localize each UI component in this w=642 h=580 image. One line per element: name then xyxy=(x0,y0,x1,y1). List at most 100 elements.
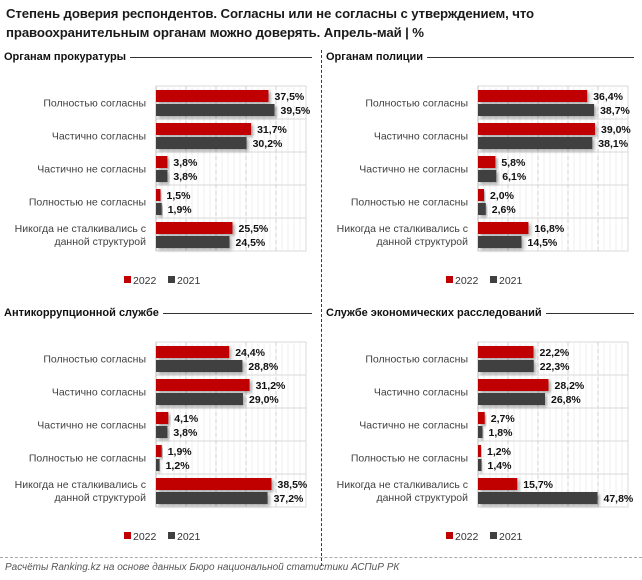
data-label-2022-partly-disagree: 4,1% xyxy=(174,413,199,425)
category-label-never-encountered: Никогда не сталкивались с данной структур… xyxy=(337,479,468,504)
bar-2022-fully-agree xyxy=(478,346,534,358)
bar-2021-partly-agree xyxy=(478,137,593,149)
bar-2021-never-encountered xyxy=(478,492,598,504)
data-label-2022-fully-agree: 22,2% xyxy=(540,347,570,359)
data-label-2022-partly-agree: 39,0% xyxy=(601,124,631,136)
data-label-2022-never-encountered: 25,5% xyxy=(239,223,269,235)
bar-2021-fully-disagree xyxy=(478,203,486,215)
bar-2021-never-encountered xyxy=(478,236,522,248)
panel-title-rule xyxy=(4,57,312,58)
bar-2022-never-encountered xyxy=(478,478,518,490)
bar-2022-never-encountered xyxy=(478,222,529,234)
category-label-fully-disagree: Полностью не согласны xyxy=(351,453,468,465)
bar-2022-fully-agree xyxy=(156,90,269,102)
bar-chart-anticorruption: Полностью согласны 24,4% 28,8% Частично сог… xyxy=(15,341,308,543)
bar-2021-partly-disagree xyxy=(156,426,168,438)
category-label-fully-disagree: Полностью не согласны xyxy=(29,453,146,465)
category-label-never-encountered: Никогда не сталкивались с данной структур… xyxy=(337,223,468,248)
category-label-partly-agree: Частично согласны xyxy=(374,131,468,143)
legend-swatch-2021 xyxy=(490,276,497,283)
legend-label-2021: 2021 xyxy=(499,531,523,543)
data-label-2022-partly-disagree: 2,7% xyxy=(491,413,516,425)
bar-2022-partly-agree xyxy=(478,379,549,391)
bar-2021-fully-agree xyxy=(156,360,243,372)
bar-2022-never-encountered xyxy=(156,478,272,490)
legend-swatch-2021 xyxy=(168,276,175,283)
data-label-2021-never-encountered: 24,5% xyxy=(236,237,266,249)
data-label-2021-fully-agree: 38,7% xyxy=(600,105,630,117)
category-label-never-encountered: Никогда не сталкивались с данной структур… xyxy=(15,479,146,504)
panel-title: Органам прокуратуры xyxy=(4,50,131,64)
bar-2021-fully-disagree xyxy=(156,203,162,215)
bar-2021-partly-agree xyxy=(156,393,243,405)
bar-2021-never-encountered xyxy=(156,492,268,504)
legend-label-2021: 2021 xyxy=(177,275,201,287)
data-label-2021-partly-disagree: 3,8% xyxy=(173,427,198,439)
data-label-2021-partly-agree: 26,8% xyxy=(551,394,581,406)
category-label-partly-disagree: Частично не согласны xyxy=(37,164,146,176)
data-label-2021-fully-disagree: 1,9% xyxy=(168,204,193,216)
bar-2021-partly-agree xyxy=(478,393,545,405)
data-label-2022-partly-agree: 31,7% xyxy=(257,124,287,136)
bar-2022-partly-agree xyxy=(478,123,595,135)
bar-2022-partly-disagree xyxy=(156,412,169,424)
category-label-fully-agree: Полностью согласны xyxy=(43,354,146,366)
bar-2022-partly-disagree xyxy=(478,412,485,424)
bar-2021-fully-agree xyxy=(478,360,534,372)
bar-2021-fully-disagree xyxy=(156,459,160,471)
legend-label-2022: 2022 xyxy=(455,531,479,543)
data-label-2021-fully-agree: 39,5% xyxy=(281,105,311,117)
legend-label-2022: 2022 xyxy=(455,275,479,287)
category-label-partly-agree: Частично согласны xyxy=(52,387,146,399)
data-label-2022-partly-agree: 28,2% xyxy=(555,380,585,392)
category-label-fully-disagree: Полностью не согласны xyxy=(29,197,146,209)
bar-2021-fully-agree xyxy=(478,104,595,116)
data-label-2021-partly-disagree: 6,1% xyxy=(502,171,527,183)
data-label-2021-never-encountered: 47,8% xyxy=(604,493,634,505)
category-label-fully-agree: Полностью согласны xyxy=(43,98,146,110)
data-label-2022-never-encountered: 16,8% xyxy=(534,223,564,235)
category-label-fully-agree: Полностью согласны xyxy=(365,98,468,110)
data-label-2021-partly-agree: 29,0% xyxy=(249,394,279,406)
bar-2022-fully-disagree xyxy=(156,189,161,201)
chart-title-line-2: правоохранительным органам можно доверят… xyxy=(6,25,424,40)
legend-swatch-2021 xyxy=(168,532,175,539)
bar-2022-fully-disagree xyxy=(156,445,162,457)
bar-2022-fully-disagree xyxy=(478,445,481,457)
data-label-2021-fully-disagree: 1,4% xyxy=(488,460,513,472)
category-label-fully-disagree: Полностью не согласны xyxy=(351,197,468,209)
data-label-2022-partly-disagree: 5,8% xyxy=(501,157,526,169)
chart-title-line-1: Степень доверия респондентов. Согласны и… xyxy=(6,6,535,21)
legend-swatch-2022 xyxy=(446,532,453,539)
legend-swatch-2022 xyxy=(446,276,453,283)
data-label-2022-fully-agree: 37,5% xyxy=(275,91,305,103)
bar-2022-fully-disagree xyxy=(478,189,484,201)
data-label-2021-fully-agree: 22,3% xyxy=(540,361,570,373)
legend-swatch-2022 xyxy=(124,532,131,539)
chart-title: Степень доверия респондентов. Согласны и… xyxy=(6,4,636,42)
data-label-2022-fully-agree: 24,4% xyxy=(235,347,265,359)
data-label-2021-partly-disagree: 1,8% xyxy=(489,427,514,439)
bar-2022-partly-agree xyxy=(156,123,252,135)
bar-chart-economic-investigations: Полностью согласны 22,2% 22,3% Частично сог… xyxy=(337,341,634,543)
data-label-2021-fully-agree: 28,8% xyxy=(248,361,278,373)
panel-title-rule xyxy=(326,57,634,58)
data-label-2022-never-encountered: 38,5% xyxy=(278,479,308,491)
panel-title: Службе экономических расследований xyxy=(326,306,546,320)
panel-prosecutors: Органам прокуратуры Полностью согласны 37… xyxy=(0,50,318,310)
data-label-2022-fully-agree: 36,4% xyxy=(593,91,623,103)
legend-label-2022: 2022 xyxy=(133,275,157,287)
panel-economic-investigations: Службе экономических расследований Полно… xyxy=(322,306,640,566)
category-label-partly-disagree: Частично не согласны xyxy=(37,420,146,432)
category-label-partly-disagree: Частично не согласны xyxy=(359,420,468,432)
bar-2021-partly-disagree xyxy=(156,170,168,182)
bar-2021-partly-disagree xyxy=(478,426,483,438)
bar-2022-partly-disagree xyxy=(478,156,496,168)
footer-divider xyxy=(0,557,642,558)
panel-anticorruption: Антикоррупционной службе Полностью согла… xyxy=(0,306,318,566)
data-label-2022-fully-disagree: 1,2% xyxy=(487,446,512,458)
legend-swatch-2021 xyxy=(490,532,497,539)
data-label-2021-partly-disagree: 3,8% xyxy=(173,171,198,183)
data-label-2022-fully-disagree: 2,0% xyxy=(490,190,515,202)
legend-label-2022: 2022 xyxy=(133,531,157,543)
